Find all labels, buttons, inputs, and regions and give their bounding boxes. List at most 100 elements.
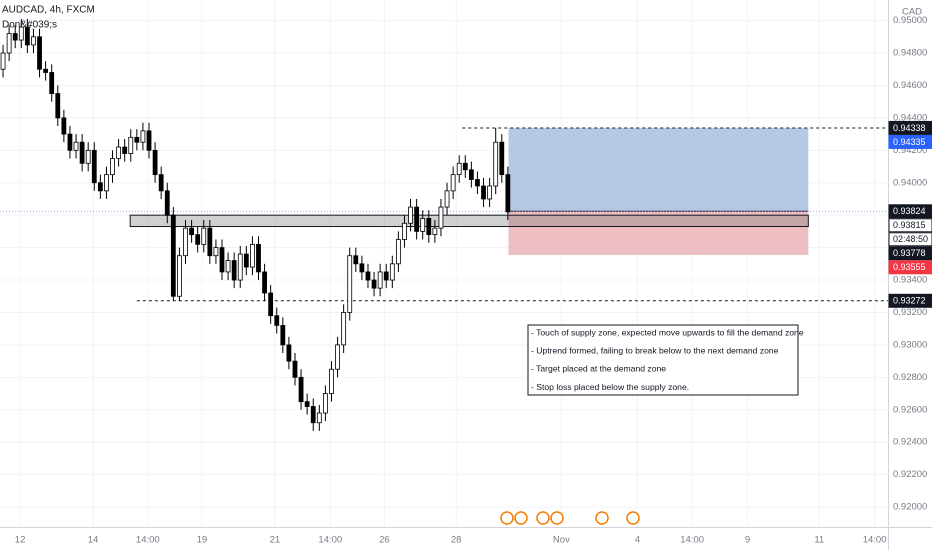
candle-body: [225, 260, 231, 273]
price-tag-label: 0.93824: [893, 206, 926, 216]
candle-body: [128, 136, 134, 154]
price-tag: [888, 232, 932, 247]
candle-body: [280, 325, 286, 346]
y-tick-label: 0.92000: [893, 502, 927, 513]
candle-body: [213, 247, 219, 257]
price-tag: [888, 134, 932, 149]
note-text: - Touch of supply zone, expected move up…: [531, 327, 804, 337]
candle-body: [43, 68, 49, 73]
x-tick-label: 14:00: [136, 535, 160, 546]
y-tick-label: 0.92800: [893, 372, 927, 383]
y-tick-label: 0.93000: [893, 339, 927, 350]
candle-body: [158, 174, 164, 192]
price-tag: [888, 260, 932, 275]
candle-body: [414, 206, 420, 232]
candle-body: [408, 206, 413, 224]
price-tag-label: 02:48:50: [893, 234, 928, 244]
currency: CAD: [902, 7, 922, 18]
stop-area: [508, 211, 809, 255]
candle-body: [292, 360, 298, 378]
candle-body: [37, 36, 42, 70]
candle-body: [310, 406, 316, 424]
candle-body: [316, 412, 322, 424]
candle-body: [499, 141, 505, 176]
y-tick-label: 0.92200: [893, 469, 927, 480]
candle-body: [250, 243, 255, 268]
x-tick-label: Nov: [553, 535, 570, 546]
x-tick-label: 4: [635, 535, 640, 546]
candle-body: [31, 36, 36, 46]
price-tag: [888, 120, 932, 135]
candle-body: [426, 218, 432, 236]
candle-body: [377, 271, 383, 289]
y-tick-label: 0.94400: [893, 112, 927, 123]
note-box: - Touch of supply zone, expected move up…: [527, 324, 804, 396]
y-tick-label: 0.93200: [893, 307, 927, 318]
candle-body: [195, 234, 201, 245]
price-tag-label: 0.93555: [893, 262, 926, 272]
candle-body: [359, 263, 365, 273]
x-tick-label: 11: [814, 535, 824, 546]
candle-body: [97, 182, 103, 192]
candle-body: [67, 133, 73, 151]
candle-body: [49, 72, 55, 94]
candle-body: [116, 146, 122, 159]
candle-body: [462, 162, 468, 171]
price-tag: [888, 293, 932, 308]
candle-body: [61, 117, 67, 135]
price-tag: [888, 204, 932, 219]
candle-body: [353, 255, 359, 265]
price-tag-label: 0.93272: [893, 296, 926, 306]
candle-body: [329, 368, 334, 394]
note-text: - Stop loss placed below the supply zone…: [531, 382, 689, 392]
candle-body: [322, 393, 328, 414]
price-tag-label: 0.94338: [893, 123, 926, 133]
candle-body: [456, 162, 462, 176]
candle-body: [268, 292, 274, 317]
candle-body: [256, 243, 261, 273]
note-frame: [527, 324, 799, 396]
candle-body: [110, 158, 115, 176]
candle-body: [304, 401, 310, 407]
candle-body: [122, 146, 128, 154]
note-text: - Target placed at the demand zone: [531, 364, 666, 374]
x-tick-label: 14:00: [318, 535, 342, 546]
price-tag-label: 0.93778: [893, 248, 926, 258]
candle-body: [18, 26, 24, 41]
candle-body: [475, 179, 480, 187]
x-tick-label: 9: [745, 535, 750, 546]
chart-title: AUDCAD, 4h, FXCM: [2, 5, 95, 16]
y-tick-label: 0.94600: [893, 80, 927, 91]
candle-body: [134, 136, 140, 143]
candle-body: [262, 271, 267, 294]
x-tick-label: 19: [197, 535, 208, 546]
indicator-name: Don&#039;s: [2, 20, 57, 31]
candle-body: [444, 190, 450, 208]
y-tick-label: 0.93400: [893, 275, 927, 286]
candle-body: [183, 227, 188, 257]
candle-body: [371, 279, 377, 289]
candle-body: [365, 271, 371, 281]
candle-body: [402, 222, 407, 240]
x-tick-label: 14:00: [680, 535, 704, 546]
candle-body: [152, 149, 158, 176]
candle-body: [170, 214, 176, 297]
price-tag-label: 0.93815: [893, 220, 926, 230]
candle-body: [341, 312, 347, 346]
candle-body: [79, 141, 85, 164]
y-tick-label: 0.92600: [893, 404, 927, 415]
candle-body: [189, 227, 194, 236]
candle-body: [91, 149, 97, 184]
x-tick-label: 14: [88, 535, 99, 546]
y-tick-label: 0.92400: [893, 437, 927, 448]
candle-body: [438, 206, 444, 229]
x-tick-label: 26: [379, 535, 390, 546]
price-tag-label: 0.94335: [893, 137, 926, 147]
y-tick-label: 0.94200: [893, 145, 927, 156]
candle-body: [347, 255, 353, 313]
candle-body: [177, 255, 182, 297]
candle-body: [468, 169, 474, 180]
candle-body: [201, 227, 207, 245]
candle-body: [335, 344, 340, 370]
